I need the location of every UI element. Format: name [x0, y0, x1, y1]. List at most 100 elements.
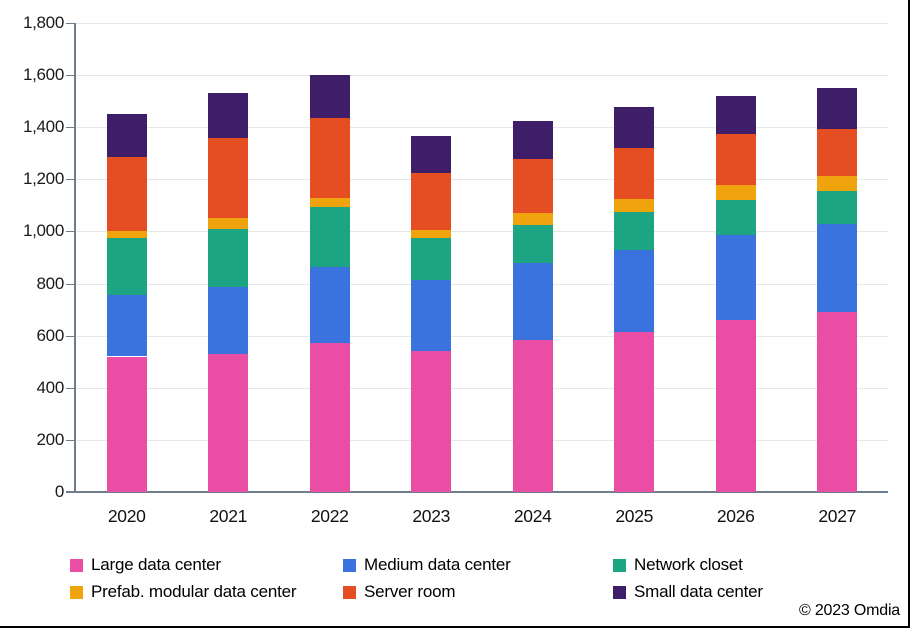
y-tick-mark: [66, 179, 74, 181]
bar-2023-small-data-center: [411, 136, 452, 173]
y-tick-label: 600: [36, 325, 65, 345]
bar-2027-prefab-modular-data-center: [817, 176, 858, 192]
bar-2020-network-closet: [106, 237, 147, 296]
bar-2021-large-data-center: [208, 353, 249, 492]
legend-label: Server room: [364, 582, 456, 601]
bar-2020-server-room: [106, 157, 147, 232]
bar-2023-medium-data-center: [411, 279, 452, 352]
y-tick-label: 800: [36, 273, 65, 293]
y-tick-label: 400: [36, 377, 65, 397]
y-tick-label: 200: [36, 429, 65, 449]
bar-2026-small-data-center: [715, 95, 756, 134]
bar-2027-network-closet: [817, 191, 858, 224]
bar-2024-server-room: [512, 159, 553, 214]
legend-label: Network closet: [634, 555, 743, 574]
bar-2023-prefab-modular-data-center: [411, 229, 452, 238]
bar-2021-network-closet: [208, 228, 249, 288]
bar-2022-prefab-modular-data-center: [309, 197, 350, 207]
gridline: [76, 439, 888, 441]
legend-swatch-icon: [613, 558, 626, 572]
gridline: [76, 335, 888, 337]
bar-2022-large-data-center: [309, 343, 350, 492]
bar-2024-large-data-center: [512, 339, 553, 492]
y-tick-label: 1,200: [22, 169, 64, 189]
bar-2027-medium-data-center: [817, 223, 858, 313]
bar-2020-small-data-center: [106, 114, 147, 158]
bar-2023-server-room: [411, 172, 452, 230]
bar-2021-server-room: [208, 137, 249, 219]
bar-2022-network-closet: [309, 206, 350, 267]
bar-2025-large-data-center: [614, 331, 655, 492]
y-tick-mark: [66, 23, 74, 24]
bar-2020-large-data-center: [106, 356, 147, 492]
x-tick-label: 2024: [513, 506, 552, 526]
bar-2021-medium-data-center: [208, 287, 249, 354]
bar-2024-small-data-center: [512, 121, 553, 160]
x-axis-line: [66, 491, 888, 493]
bar-2021-prefab-modular-data-center: [208, 218, 249, 229]
bar-2025-medium-data-center: [614, 249, 655, 332]
y-tick-label: 1,600: [22, 65, 64, 85]
bar-2023-network-closet: [411, 237, 452, 280]
bar-2022-server-room: [309, 118, 350, 198]
y-tick-label: 1,400: [22, 117, 64, 137]
bar-2026-network-closet: [715, 200, 756, 236]
legend-swatch-icon: [343, 585, 356, 599]
bar-2024-medium-data-center: [512, 262, 553, 340]
bar-2027-large-data-center: [817, 312, 858, 492]
x-tick-label: 2026: [716, 506, 755, 526]
y-tick-mark: [66, 439, 74, 441]
bar-2026-prefab-modular-data-center: [715, 184, 756, 201]
legend-label: Large data center: [91, 555, 221, 574]
legend-swatch-icon: [70, 558, 83, 572]
bar-2022-medium-data-center: [309, 266, 350, 344]
gridline: [76, 231, 888, 233]
x-tick-label: 2025: [615, 506, 654, 526]
legend-item-network-closet: Network closet: [613, 555, 743, 575]
legend-item-prefab-modular-data-center: Prefab. modular data center: [70, 582, 297, 602]
legend-label: Medium data center: [364, 555, 511, 574]
bar-2025-small-data-center: [614, 107, 655, 148]
y-tick-label: 1,000: [22, 221, 64, 241]
legend-swatch-icon: [613, 585, 626, 599]
bar-2025-network-closet: [614, 211, 655, 250]
bar-2027-server-room: [817, 128, 858, 177]
gridline: [76, 75, 888, 77]
legend-item-medium-data-center: Medium data center: [343, 555, 511, 575]
bar-2026-large-data-center: [715, 320, 756, 492]
y-tick-mark: [66, 75, 74, 77]
y-tick-mark: [66, 387, 74, 389]
legend-swatch-icon: [343, 558, 356, 572]
y-tick-mark: [66, 283, 74, 285]
gridline: [76, 283, 888, 285]
y-tick-label: 1,800: [22, 13, 64, 32]
gridline: [76, 23, 888, 24]
bar-2020-medium-data-center: [106, 295, 147, 357]
bar-2023-large-data-center: [411, 351, 452, 492]
y-tick-label: 0: [54, 482, 64, 501]
x-tick-label: 2027: [818, 506, 857, 526]
bar-2024-prefab-modular-data-center: [512, 213, 553, 225]
x-tick-label: 2021: [209, 506, 248, 526]
copyright-text: © 2023 Omdia: [799, 602, 900, 619]
bar-2021-small-data-center: [208, 93, 249, 138]
x-tick-label: 2020: [107, 506, 146, 526]
gridline: [76, 387, 888, 389]
y-tick-mark: [66, 231, 74, 233]
legend-label: Prefab. modular data center: [91, 582, 297, 601]
legend-item-small-data-center: Small data center: [613, 582, 763, 602]
bar-2020-prefab-modular-data-center: [106, 231, 147, 238]
bar-2025-prefab-modular-data-center: [614, 199, 655, 212]
legend-label: Small data center: [634, 582, 763, 601]
gridline: [76, 179, 888, 181]
bar-2027-small-data-center: [817, 88, 858, 129]
legend-item-large-data-center: Large data center: [70, 555, 221, 575]
y-tick-mark: [66, 335, 74, 337]
legend-swatch-icon: [70, 585, 83, 599]
y-tick-mark: [66, 127, 74, 129]
bar-2026-medium-data-center: [715, 235, 756, 321]
bar-2024-network-closet: [512, 224, 553, 263]
legend-item-server-room: Server room: [343, 582, 456, 602]
bar-2022-small-data-center: [309, 75, 350, 119]
